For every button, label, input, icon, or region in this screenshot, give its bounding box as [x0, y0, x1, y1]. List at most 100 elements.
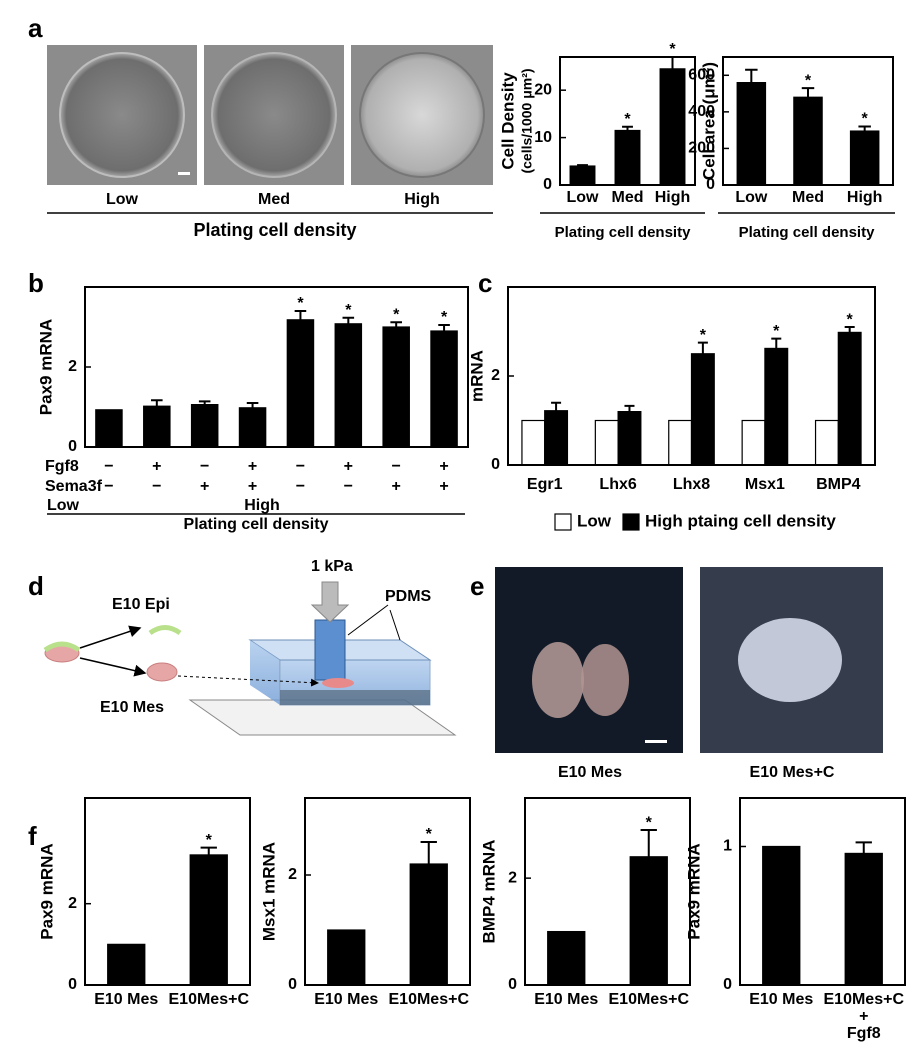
- diagram-label: E10 Epi: [112, 596, 170, 613]
- y-tick-label: 0: [68, 976, 77, 993]
- cell-colony: [59, 52, 185, 178]
- x-tick-label: E10 Mes: [94, 991, 158, 1008]
- y-axis-label: Msx1 mRNA: [259, 842, 278, 941]
- axes-frame: [559, 56, 696, 186]
- x-tick-label: Med: [792, 189, 824, 206]
- factor-level: +: [200, 478, 209, 495]
- y-axis-label: Pax9 mRNA: [37, 843, 56, 939]
- error-bar: [438, 324, 450, 331]
- y-tick-label: 0: [491, 456, 500, 473]
- panel-label: b: [28, 268, 44, 298]
- legend-label: High ptaing cell density: [645, 511, 836, 530]
- bar: [629, 856, 668, 986]
- x-tick-label: High: [847, 189, 883, 206]
- error-bar: [420, 841, 437, 864]
- factor-level: −: [392, 458, 401, 475]
- y-tick-label: 0: [723, 976, 732, 993]
- legend-swatch: [622, 513, 640, 531]
- error-bar: [151, 399, 163, 407]
- error-bar: [624, 404, 635, 412]
- legend-swatch: [554, 513, 572, 531]
- factor-level: +: [248, 458, 257, 475]
- significance-marker: *: [426, 826, 433, 843]
- bar: [764, 347, 789, 466]
- axes-frame: [739, 797, 906, 986]
- x-tick-label: Low: [567, 189, 600, 206]
- factor-level: −: [296, 458, 305, 475]
- x-axis-label: Plating cell density: [739, 224, 876, 241]
- axes-frame: [722, 56, 894, 186]
- bar: [594, 419, 619, 466]
- tissue: [581, 644, 629, 716]
- bar: [286, 319, 315, 448]
- axes-frame: [84, 797, 251, 986]
- diagram: [43, 581, 457, 736]
- x-tick-label: E10Mes+C: [169, 991, 250, 1008]
- image-label: E10 Mes: [558, 764, 622, 781]
- bar: [143, 405, 171, 448]
- tissue: [738, 618, 842, 702]
- x-tick-label: E10 Mes: [534, 991, 598, 1008]
- bar: [189, 854, 228, 986]
- bar: [844, 852, 883, 986]
- bar: [741, 419, 766, 466]
- bar: [690, 353, 715, 466]
- y-tick-label: 0: [68, 438, 77, 455]
- y-axis-label: mRNA: [467, 350, 486, 402]
- bar: [95, 409, 123, 448]
- factor-level: +: [439, 458, 448, 475]
- epithelium: [43, 641, 81, 653]
- piston: [314, 619, 346, 681]
- error-bar: [858, 125, 871, 132]
- x-tick-label: Lhx8: [673, 476, 710, 493]
- scale-bar: [178, 172, 190, 175]
- factor-level: +: [439, 478, 448, 495]
- bar: [334, 323, 363, 448]
- group-label: High: [244, 497, 280, 514]
- diagram-label: PDMS: [385, 588, 432, 605]
- arrow: [79, 625, 142, 649]
- y-tick-label: 2: [68, 358, 77, 375]
- factor-level: −: [344, 478, 353, 495]
- x-tick-label: Lhx6: [599, 476, 636, 493]
- bar: [382, 326, 410, 448]
- mesenchyme: [146, 662, 178, 682]
- pdms-side: [250, 640, 280, 705]
- image-label: Low: [106, 191, 139, 208]
- bar: [327, 929, 366, 986]
- factor-level: −: [296, 478, 305, 495]
- x-tick-label: E10Mes+C: [609, 991, 690, 1008]
- y-tick-label: 0: [706, 176, 715, 193]
- bar: [849, 130, 880, 186]
- significance-marker: *: [624, 111, 631, 128]
- error-bar: [551, 401, 562, 411]
- factor-level: +: [344, 458, 353, 475]
- x-tick-label: Msx1: [745, 476, 785, 493]
- factor-level: +: [248, 478, 257, 495]
- significance-marker: *: [862, 111, 869, 128]
- error-bar: [246, 402, 259, 408]
- factor-level: −: [104, 458, 113, 475]
- y-axis-label: BMP4 mRNA: [479, 840, 498, 944]
- x-axis-label: Plating cell density: [184, 516, 329, 533]
- image-label: Med: [258, 191, 290, 208]
- error-bar: [667, 56, 678, 69]
- gel: [280, 690, 430, 705]
- y-tick-label: 20: [534, 81, 552, 98]
- panel-label: c: [478, 268, 492, 298]
- group-label: Low: [47, 497, 80, 514]
- y-tick-label: 400: [688, 103, 715, 120]
- significance-marker: *: [805, 72, 812, 89]
- bar: [430, 330, 458, 448]
- bar: [521, 419, 546, 466]
- factor-name: Sema3f: [45, 478, 103, 495]
- x-tick-label: Med: [612, 189, 644, 206]
- error-bar: [577, 164, 588, 167]
- panel-label: f: [28, 821, 37, 851]
- y-tick-label: 600: [688, 67, 715, 84]
- callout: [389, 609, 401, 641]
- bar: [793, 96, 823, 186]
- bar: [659, 68, 686, 186]
